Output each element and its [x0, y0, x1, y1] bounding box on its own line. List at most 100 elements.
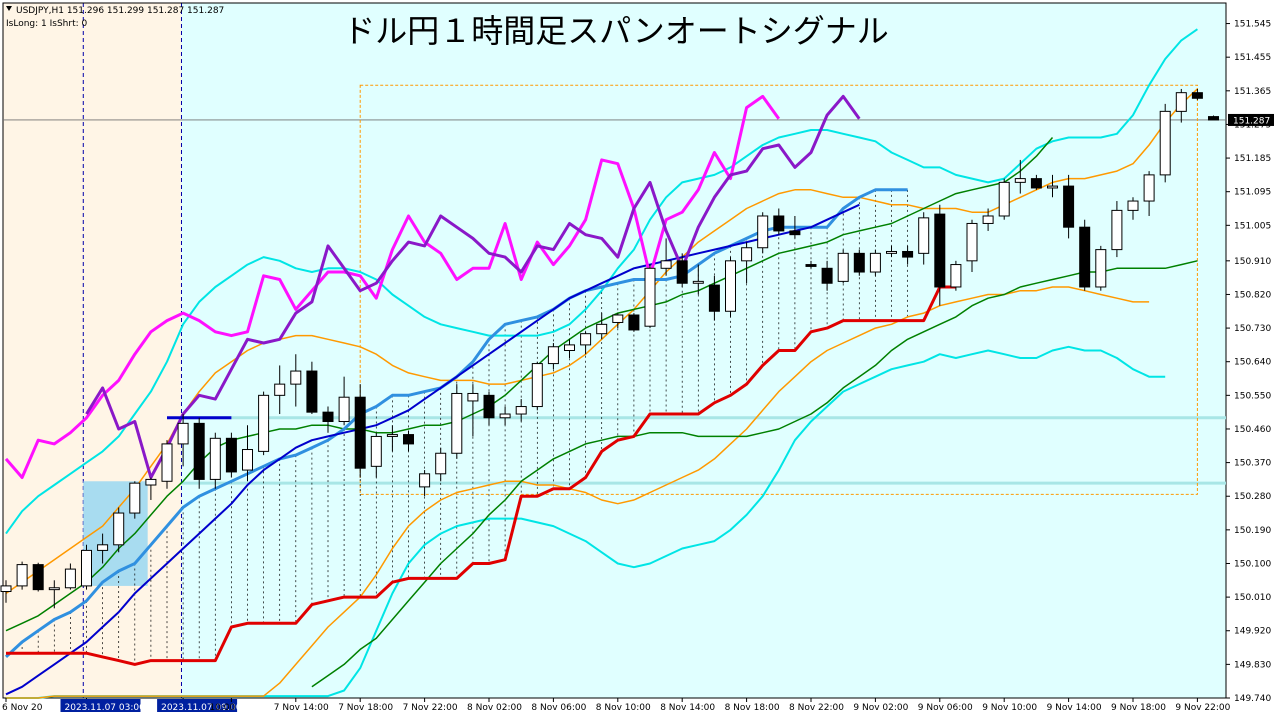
candle: [1111, 201, 1123, 258]
candlesticks: [0, 88, 1219, 609]
candle: [982, 208, 994, 231]
candle: [918, 212, 930, 265]
y-tick-label: 150.460: [1234, 425, 1271, 435]
x-tick-label: 7 Nov 22:00: [403, 703, 458, 713]
candle: [1079, 219, 1091, 291]
candle: [435, 447, 447, 482]
candle-body: [193, 422, 205, 480]
price-axis: 151.545151.455151.365151.275151.185151.0…: [1226, 20, 1274, 704]
candle: [692, 264, 704, 295]
candle: [757, 212, 769, 254]
candle: [467, 384, 479, 437]
y-tick-label: 150.820: [1234, 290, 1271, 300]
candle: [1063, 174, 1075, 239]
candle: [290, 354, 302, 407]
candle-body: [467, 392, 479, 402]
candle: [902, 245, 914, 265]
x-tick-label: 6 Nov 20: [2, 703, 43, 713]
candle-body: [869, 252, 881, 273]
candle: [113, 507, 125, 553]
candle: [515, 399, 527, 422]
candle: [193, 417, 205, 489]
candle-body: [757, 215, 769, 249]
candle: [950, 260, 962, 291]
candle: [1014, 159, 1026, 194]
candle-body: [0, 585, 12, 593]
candle: [531, 361, 543, 411]
x-tick-label: 8 Nov 18:00: [725, 703, 780, 713]
candle: [612, 313, 624, 329]
candle-body: [580, 333, 592, 346]
y-tick-label: 150.280: [1234, 492, 1271, 502]
candle-body: [32, 564, 44, 591]
y-tick-label: 149.740: [1234, 694, 1271, 704]
candle: [451, 384, 463, 459]
candle: [837, 249, 849, 284]
indicator-bb_inner: [6, 286, 1150, 699]
indicator-span_mid: [311, 260, 1198, 688]
y-tick-label: 150.370: [1234, 459, 1271, 469]
candle: [1127, 197, 1139, 220]
candle-body: [48, 587, 60, 591]
candle-body: [628, 314, 640, 331]
chart-title: ドル円１時間足スパンオートシグナル: [343, 12, 889, 50]
candle-body: [692, 280, 704, 284]
candle: [177, 414, 189, 467]
candle-body: [998, 181, 1010, 217]
candle-body: [451, 392, 463, 454]
indicator-bb_mid: [5, 137, 1054, 632]
candle: [1095, 245, 1107, 291]
x-tick-label: 8 Nov 02:00: [467, 703, 522, 713]
candle-body: [354, 396, 366, 469]
candle-body: [725, 260, 736, 312]
candle: [821, 260, 833, 291]
candle-body: [1208, 116, 1219, 121]
x-tick-label: 8 Nov 14:00: [660, 703, 715, 713]
candle-body: [129, 482, 141, 514]
candle-body: [16, 564, 28, 587]
candle: [853, 249, 865, 276]
chart-background: [2, 2, 1275, 699]
candle: [1143, 171, 1155, 216]
candle: [322, 406, 334, 433]
y-tick-label: 149.830: [1234, 660, 1271, 670]
candle: [483, 391, 495, 426]
candle-body: [419, 473, 431, 488]
candle-body: [435, 452, 447, 475]
x-tick-label: 9 Nov 22:00: [1175, 703, 1230, 713]
x-tick-label: 8 Nov 06:00: [531, 703, 586, 713]
candle-body: [741, 247, 753, 262]
candle: [660, 238, 672, 276]
chart-header: USDJPY,H1 151.296 151.299 151.287 151.28…: [6, 6, 889, 50]
indicator-lag2: [85, 94, 861, 479]
x-tick-label: 8 Nov 10:00: [596, 703, 651, 713]
fib-range-box: [359, 84, 1198, 495]
y-tick-label: 149.920: [1234, 627, 1271, 637]
candle-body: [918, 217, 930, 254]
x-tick-label: 9 Nov 14:00: [1047, 703, 1102, 713]
candle: [370, 432, 382, 478]
candle: [1047, 174, 1058, 198]
candle-body: [902, 250, 914, 258]
candle: [129, 481, 141, 519]
candle-body: [209, 437, 221, 480]
plot-area: [3, 3, 1226, 698]
candle-body: [982, 215, 994, 224]
candle-body: [966, 222, 978, 262]
y-tick-label: 150.730: [1234, 324, 1271, 334]
candle-body: [1159, 110, 1171, 176]
x-tick-label: 8 Nov 22:00: [789, 703, 844, 713]
candle-body: [773, 215, 785, 232]
candle-body: [322, 411, 334, 422]
y-tick-label: 151.365: [1234, 87, 1271, 97]
candle-body: [113, 512, 125, 546]
candle-body: [1079, 226, 1091, 288]
candle-body: [564, 344, 575, 352]
candle: [145, 477, 157, 500]
candle-body: [531, 363, 543, 408]
candle-body: [145, 478, 157, 486]
candle: [0, 580, 12, 603]
candle: [32, 562, 44, 592]
window-menu-triangle-icon[interactable]: [6, 6, 12, 11]
